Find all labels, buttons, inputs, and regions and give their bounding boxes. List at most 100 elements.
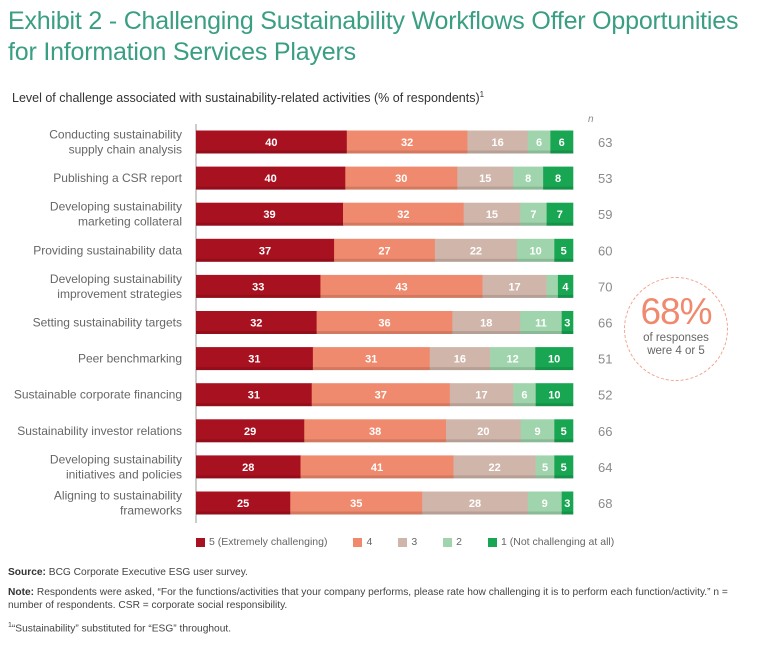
segment-value-label: 6: [559, 137, 565, 149]
bar-segment-shadow: [543, 186, 574, 190]
bar-segment-shadow: [429, 367, 491, 371]
segment-value-label: 20: [477, 426, 489, 438]
source-note: Source: BCG Corporate Executive ESG user…: [8, 566, 763, 579]
legend-swatch-1: [488, 537, 497, 547]
bar-segment-shadow: [316, 331, 453, 334]
category-label: improvement strategies: [57, 287, 182, 301]
bar-segment-shadow: [550, 150, 574, 154]
segment-value-label: 18: [480, 318, 492, 330]
bar-segment-2: [513, 166, 544, 190]
subtitle-footnote-marker: 1: [479, 90, 485, 99]
legend-item-3: 3: [398, 536, 417, 548]
segment-value-label: 30: [395, 173, 407, 185]
category-label: Conducting sustainability: [49, 128, 182, 142]
bar-segment-5: [196, 455, 301, 479]
subtitle-text: Level of challenge associated with susta…: [12, 91, 480, 106]
bar-segment-shadow: [546, 222, 574, 226]
footnote-text: “Sustainability” substituted for “ESG” t…: [11, 623, 232, 635]
category-label: Sustainable corporate financing: [14, 388, 182, 402]
legend-item-4: 4: [353, 536, 372, 548]
note-text: Respondents were asked, “For the functio…: [8, 587, 728, 611]
bar-segment-4: [320, 274, 483, 298]
bar-segment-4: [345, 166, 458, 190]
segment-value-label: 16: [491, 137, 503, 149]
bar-segment-5: [196, 491, 291, 515]
bar-segment-shadow: [554, 439, 574, 443]
category-label: Peer benchmarking: [78, 352, 182, 366]
bar-segment-2: [520, 311, 562, 334]
segment-value-label: 25: [237, 498, 249, 510]
legend: 5 (Extremely challenging) 4 3 2 1 (Not c…: [196, 536, 640, 548]
segment-value-label: 40: [265, 173, 277, 185]
bar-segment-shadow: [520, 331, 562, 334]
bar-segment-shadow: [517, 258, 555, 262]
bar-segment-shadow: [467, 150, 529, 154]
bar-segment-1: [554, 419, 574, 443]
bar-segment-5: [196, 419, 305, 443]
bar-segment-4: [300, 455, 454, 479]
n-value: 53: [598, 171, 612, 186]
segment-value-label: 16: [454, 354, 466, 366]
bar-segment-5: [196, 274, 321, 298]
bar-segment-shadow: [196, 222, 344, 226]
category-label: frameworks: [120, 504, 182, 518]
n-value: 66: [598, 424, 612, 439]
segment-value-label: 31: [248, 354, 260, 366]
footer-notes: Source: BCG Corporate Executive ESG user…: [8, 566, 763, 642]
bar-segment-shadow: [513, 403, 536, 407]
bar-segment-3: [449, 383, 514, 407]
bar-segment-1: [535, 383, 574, 407]
legend-item-1: 1 (Not challenging at all): [488, 536, 614, 548]
segment-value-label: 32: [397, 209, 409, 221]
source-label: Source:: [8, 567, 46, 578]
bar-segment-2: [513, 383, 536, 407]
bar-segment-3: [446, 419, 522, 443]
n-column-header: n: [588, 114, 594, 125]
segment-value-label: 17: [508, 281, 520, 293]
legend-label-1: 1 (Not challenging at all): [501, 536, 615, 548]
bar-segment-3: [463, 202, 521, 226]
bar-segment-4: [290, 491, 423, 515]
bar-segment-2: [527, 130, 551, 154]
legend-swatch-4: [353, 537, 363, 547]
segment-value-label: 22: [488, 462, 500, 474]
n-value: 70: [598, 279, 612, 294]
bar-segment-3: [467, 130, 529, 154]
n-value: 52: [598, 388, 612, 403]
legend-item-5: 5 (Extremely challenging): [196, 536, 327, 548]
n-value: 66: [598, 316, 612, 331]
bar-segment-shadow: [535, 367, 574, 371]
category-label: Developing sustainability: [50, 452, 182, 466]
legend-label-5: 5 (Extremely challenging): [209, 536, 328, 548]
bar-segment-shadow: [482, 294, 547, 298]
bar-segment-shadow: [463, 222, 521, 226]
bar-segment-shadow: [196, 150, 348, 154]
bar-segment-5: [196, 383, 313, 407]
bar-segment-2: [546, 274, 559, 298]
bar-segment-2: [527, 491, 562, 515]
bar-segment-1: [550, 130, 574, 154]
segment-value-label: 4: [562, 281, 569, 293]
bar-segment-1: [546, 202, 574, 226]
bar-segment-2: [520, 202, 547, 226]
bar-segment-shadow: [527, 150, 551, 154]
bar-segment-1: [554, 238, 574, 262]
bar-segment-3: [482, 274, 547, 298]
bar-segment-1: [535, 347, 574, 371]
category-label: supply chain analysis: [69, 143, 182, 157]
bar-segment-1: [557, 274, 574, 298]
segment-value-label: 28: [469, 498, 481, 510]
bar-segment-3: [452, 311, 521, 334]
segment-value-label: 31: [248, 390, 260, 402]
bar-segment-5: [196, 347, 314, 371]
segment-value-label: 9: [542, 498, 548, 510]
segment-value-label: 32: [250, 318, 262, 330]
legend-label-4: 4: [366, 536, 373, 548]
bar-segment-5: [196, 130, 348, 154]
n-value: 64: [598, 460, 612, 475]
segment-value-label: 36: [378, 318, 390, 330]
segment-value-label: 29: [244, 426, 256, 438]
bar-segment-shadow: [513, 186, 544, 190]
bar-segment-shadow: [346, 150, 468, 154]
bar-segment-shadow: [457, 186, 514, 190]
